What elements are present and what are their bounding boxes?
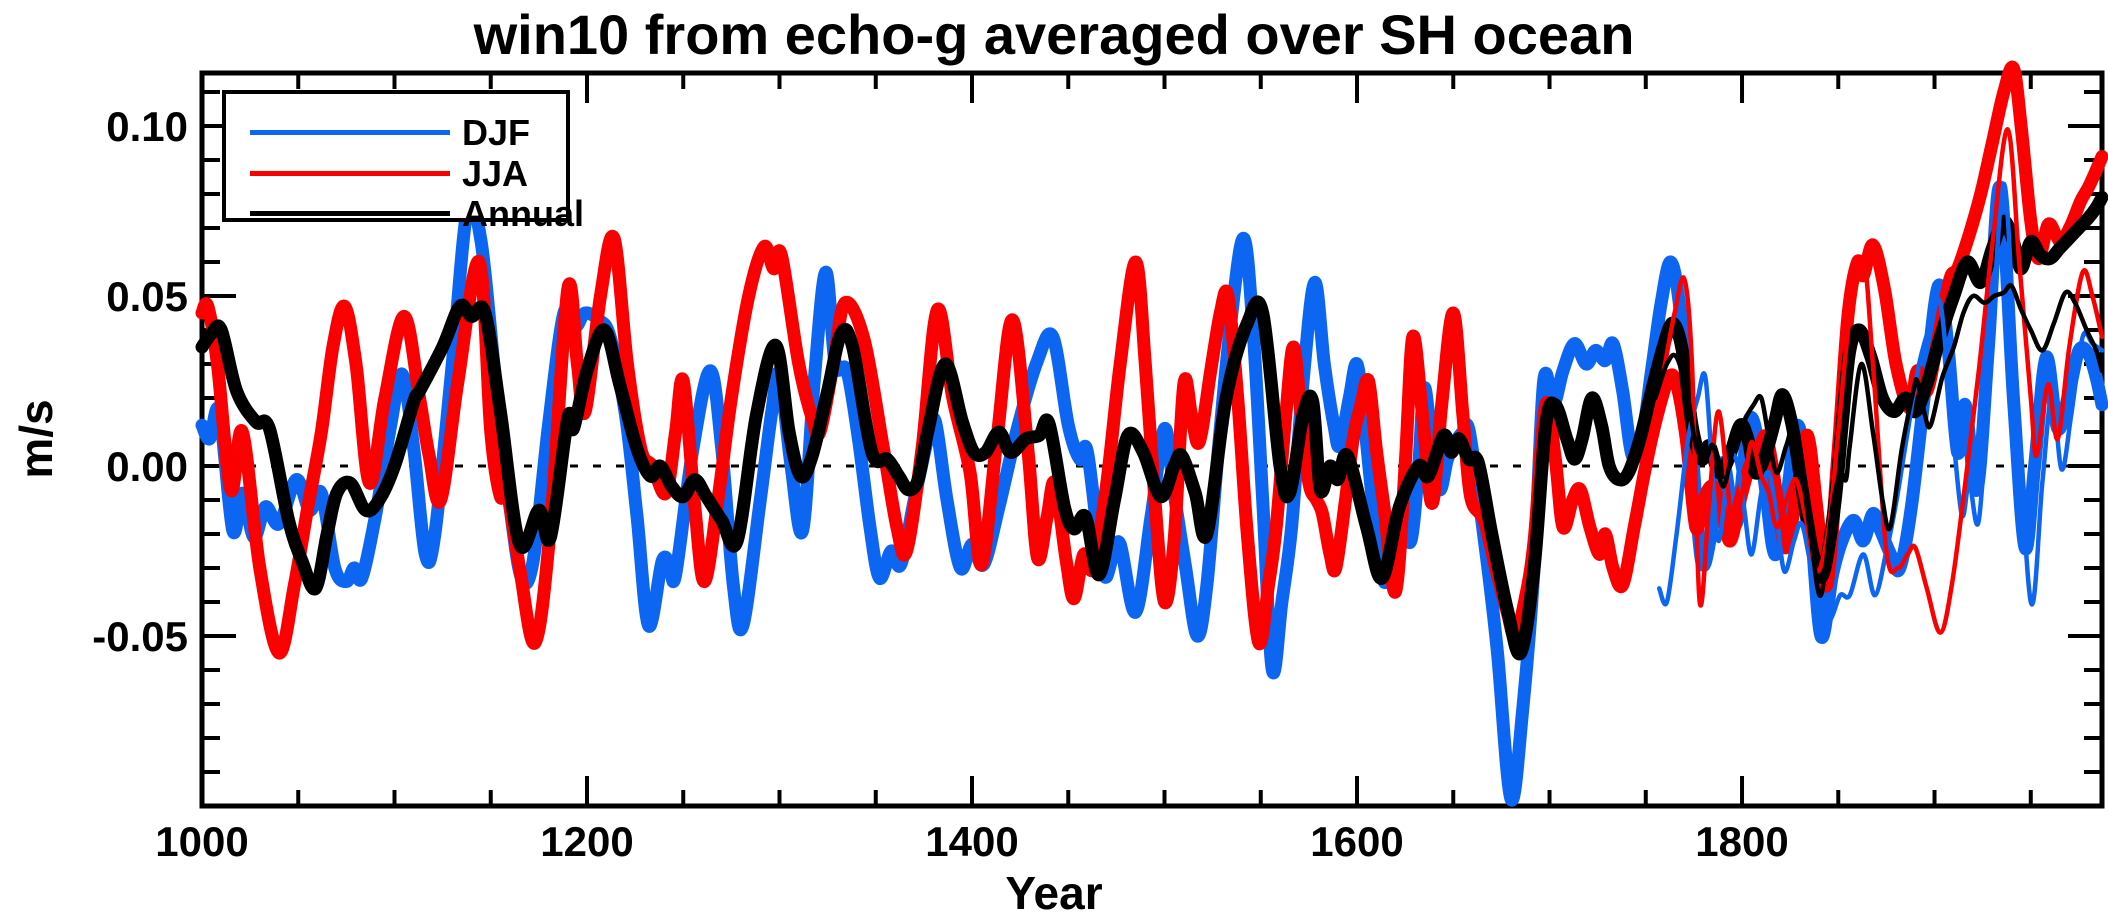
- legend-box: DJF JJA Annual: [222, 90, 584, 234]
- x-tick-label: 1400: [925, 818, 1018, 865]
- x-tick-label: 1600: [1310, 818, 1403, 865]
- legend-label-djf: DJF: [462, 112, 531, 153]
- y-tick-label: 0.00: [106, 443, 188, 490]
- x-tick-label: 1000: [155, 818, 248, 865]
- y-axis-label: m/s: [10, 399, 62, 479]
- y-tick-label: 0.10: [106, 103, 188, 150]
- series-DJF-ensemble2-line: [1656, 181, 2105, 625]
- y-tick-label: 0.05: [106, 273, 188, 320]
- legend-line-jja: [250, 171, 450, 176]
- series-Annual-ensemble2-line: [1653, 282, 2105, 598]
- legend-line-djf: [250, 130, 450, 135]
- y-tick-label: -0.05: [92, 613, 188, 660]
- legend-label-annual: Annual: [462, 193, 584, 234]
- x-tick-label: 1200: [540, 818, 633, 865]
- x-tick-label: 1800: [1695, 818, 1788, 865]
- chart-title: win10 from echo-g averaged over SH ocean: [473, 3, 1635, 66]
- x-axis-label: Year: [1005, 867, 1103, 919]
- legend-line-annual: [250, 211, 450, 216]
- legend-label-jja: JJA: [462, 153, 529, 194]
